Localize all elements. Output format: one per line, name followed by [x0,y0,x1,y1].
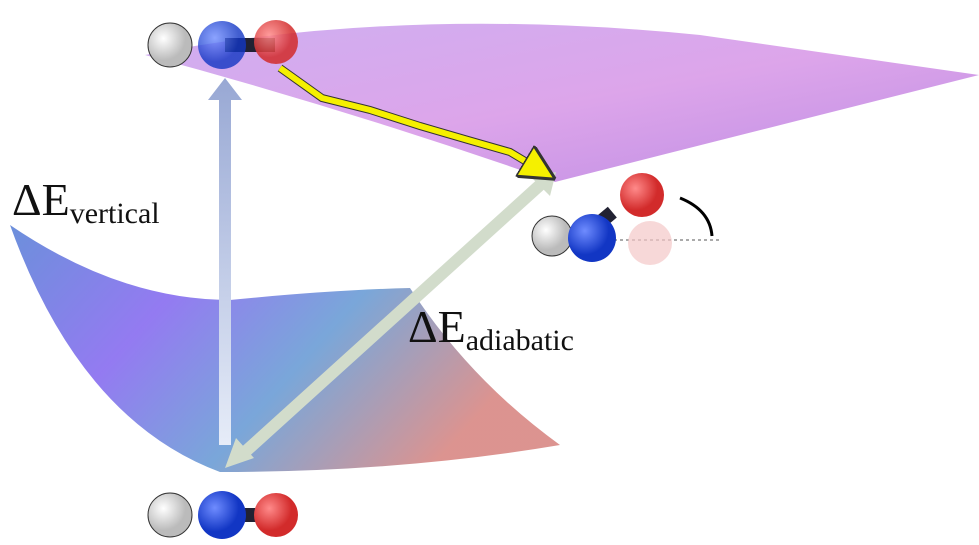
label-sub: adiabatic [466,324,574,357]
vertical-label: ΔEvertical [12,174,160,230]
label-main: ΔE [12,174,70,225]
label-main: ΔE [408,301,466,352]
molecule-bottom [148,491,298,539]
label-sub: vertical [70,197,160,230]
molecule-top [148,20,298,69]
diagram: ΔEvertical ΔEadiabatic [0,0,979,545]
molecule-right [532,173,720,265]
adiabatic-label: ΔEadiabatic [408,301,574,357]
